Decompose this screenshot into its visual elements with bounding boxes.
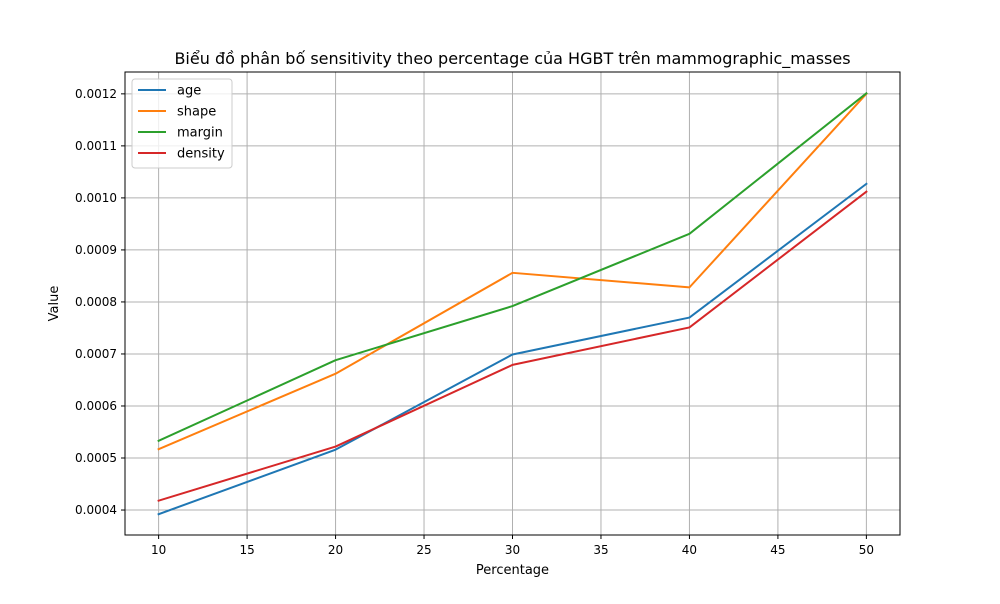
y-tick-label: 0.0012 (75, 87, 117, 101)
x-tick-label: 45 (770, 543, 785, 557)
x-tick-label: 15 (239, 543, 254, 557)
chart-title: Biểu đồ phân bố sensitivity theo percent… (174, 49, 850, 69)
axis-ticks: 10 15 20 25 30 35 40 45 50 0.0004 0.0005 0.0006 0.00… (75, 87, 874, 557)
x-tick-label: 20 (328, 543, 343, 557)
grid-lines (125, 72, 900, 535)
x-tick-label: 50 (859, 543, 874, 557)
series-line-margin (157, 91, 868, 443)
legend-label-age: age (177, 84, 201, 99)
y-tick-label: 0.0007 (75, 347, 117, 361)
series-line-shape (157, 92, 868, 451)
y-axis-label: Value (47, 286, 62, 322)
y-tick-label: 0.0008 (75, 295, 117, 309)
legend-box (131, 78, 233, 169)
y-tick-label: 0.0004 (75, 503, 117, 517)
series-lines (157, 91, 868, 516)
x-tick-label: 10 (151, 543, 166, 557)
y-tick-label: 0.0005 (75, 451, 117, 465)
y-tick-label: 0.0011 (75, 139, 117, 153)
x-tick-label: 30 (505, 543, 520, 557)
legend-label-density: density (177, 147, 225, 162)
legend-label-margin: margin (177, 126, 223, 141)
legend-label-shape: shape (177, 105, 216, 120)
series-line-age (157, 182, 868, 516)
y-tick-label: 0.0006 (75, 399, 117, 413)
y-tick-label: 0.0010 (75, 191, 117, 205)
x-tick-label: 35 (593, 543, 608, 557)
series-line-density (157, 190, 868, 502)
y-tick-label: 0.0009 (75, 243, 117, 257)
x-tick-label: 40 (682, 543, 697, 557)
x-tick-label: 25 (416, 543, 431, 557)
legend: age shape margin density (131, 78, 233, 169)
x-axis-label: Percentage (476, 563, 549, 578)
